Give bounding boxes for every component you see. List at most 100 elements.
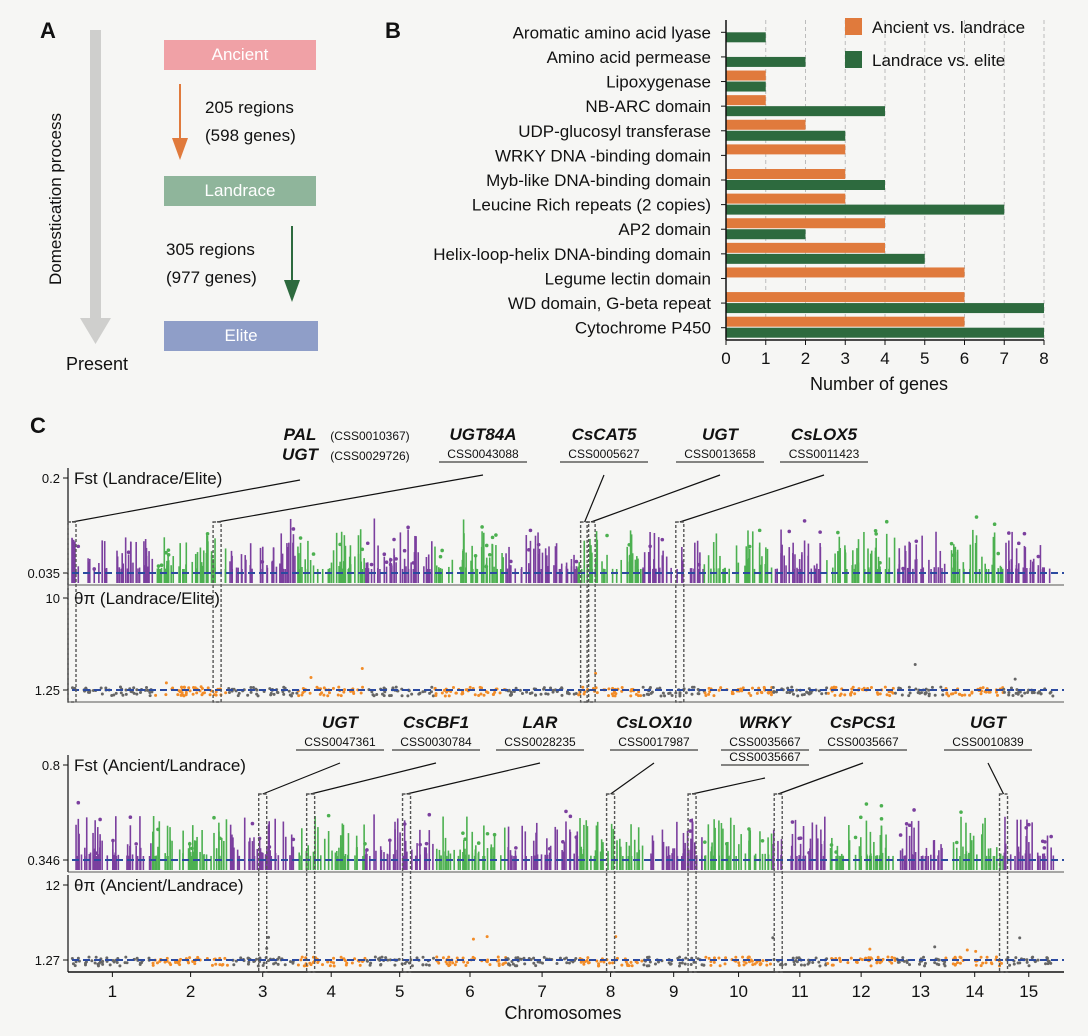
- leader-line: [691, 777, 766, 795]
- data-point: [406, 694, 410, 698]
- data-point: [965, 948, 969, 952]
- data-point: [692, 960, 696, 964]
- data-point: [771, 685, 775, 689]
- data-point: [71, 962, 75, 966]
- bar-landrace-vs-elite: [726, 327, 1044, 338]
- data-point: [443, 694, 447, 698]
- data-point: [272, 692, 276, 696]
- data-point: [246, 956, 250, 960]
- data-point: [388, 562, 393, 567]
- data-point: [409, 958, 413, 962]
- data-point: [447, 694, 451, 698]
- data-point: [765, 963, 769, 967]
- data-point: [838, 956, 842, 960]
- data-point: [954, 691, 958, 695]
- data-point: [528, 528, 533, 533]
- data-point: [418, 691, 422, 695]
- data-point: [539, 692, 543, 696]
- data-point: [668, 962, 672, 966]
- data-point: [350, 961, 354, 965]
- data-point: [114, 691, 118, 695]
- data-point: [427, 812, 432, 817]
- data-point: [796, 694, 800, 698]
- data-point: [737, 963, 741, 967]
- data-point: [1009, 686, 1013, 690]
- data-point: [596, 964, 600, 968]
- data-point: [437, 961, 441, 965]
- data-point: [316, 961, 320, 965]
- data-point: [84, 960, 88, 964]
- data-point: [762, 685, 766, 689]
- data-point: [518, 688, 522, 692]
- data-point: [236, 694, 240, 698]
- data-point: [996, 551, 1001, 556]
- data-point: [530, 691, 534, 695]
- data-point: [869, 956, 873, 960]
- data-point: [485, 831, 490, 836]
- data-point: [565, 691, 569, 695]
- data-point: [494, 533, 498, 537]
- data-point: [963, 693, 967, 697]
- data-point: [869, 686, 873, 690]
- leader-line: [310, 762, 437, 795]
- data-point: [291, 527, 296, 531]
- data-point: [377, 957, 381, 961]
- data-point: [121, 693, 125, 697]
- x-tick-label: 3: [841, 349, 850, 368]
- data-point: [514, 846, 518, 850]
- data-point: [594, 686, 598, 690]
- gene-annotation: CsCBF1 CSS0030784: [305, 713, 480, 973]
- panel-b-letter: B: [385, 18, 401, 43]
- gene-annotation: UGT84A CSS0043088: [212, 425, 527, 703]
- data-point: [96, 964, 100, 968]
- data-point: [342, 690, 346, 694]
- data-point: [927, 694, 931, 698]
- data-point: [76, 956, 80, 960]
- gene-annotation: LAR CSS0028235: [401, 713, 584, 973]
- data-point: [544, 692, 548, 696]
- data-point: [497, 962, 501, 966]
- data-point: [960, 693, 964, 697]
- data-point: [360, 666, 364, 670]
- data-point: [461, 831, 465, 835]
- data-point: [1039, 692, 1043, 696]
- data-point: [339, 694, 343, 698]
- data-point: [155, 961, 159, 965]
- leader-line: [71, 479, 301, 523]
- gene-id: (CSS0010367): [330, 429, 409, 443]
- highlight-box: [67, 521, 77, 703]
- data-point: [647, 964, 651, 968]
- data-point: [951, 692, 955, 696]
- data-point: [148, 694, 152, 698]
- data-point: [979, 955, 983, 959]
- data-point: [574, 559, 579, 564]
- data-point: [611, 961, 615, 965]
- data-point: [1008, 963, 1012, 967]
- data-point: [1014, 956, 1018, 960]
- data-point: [392, 537, 396, 542]
- data-point: [328, 691, 332, 695]
- data-point: [440, 548, 444, 553]
- data-point: [537, 960, 541, 964]
- x-tick-label: 4: [880, 349, 889, 368]
- data-point: [540, 961, 544, 965]
- data-point: [914, 539, 919, 544]
- track-2: 10 1.25 θπ (Landrace/Elite): [35, 588, 1064, 703]
- gene-id: CSS0030784: [400, 735, 472, 749]
- x-tick-label: 6: [960, 349, 969, 368]
- data-point: [298, 536, 303, 540]
- highlight-box: [212, 521, 222, 703]
- data-point: [574, 835, 579, 840]
- data-point: [890, 690, 894, 694]
- data-point: [759, 962, 763, 966]
- data-point: [70, 686, 74, 690]
- data-point: [817, 960, 821, 964]
- data-point: [384, 956, 388, 960]
- data-point: [358, 963, 362, 967]
- data-point: [833, 693, 837, 697]
- data-point: [851, 685, 855, 689]
- data-point: [653, 962, 657, 966]
- data-point: [193, 962, 197, 966]
- data-point: [602, 960, 606, 964]
- category-label: Cytochrome P450: [575, 319, 711, 338]
